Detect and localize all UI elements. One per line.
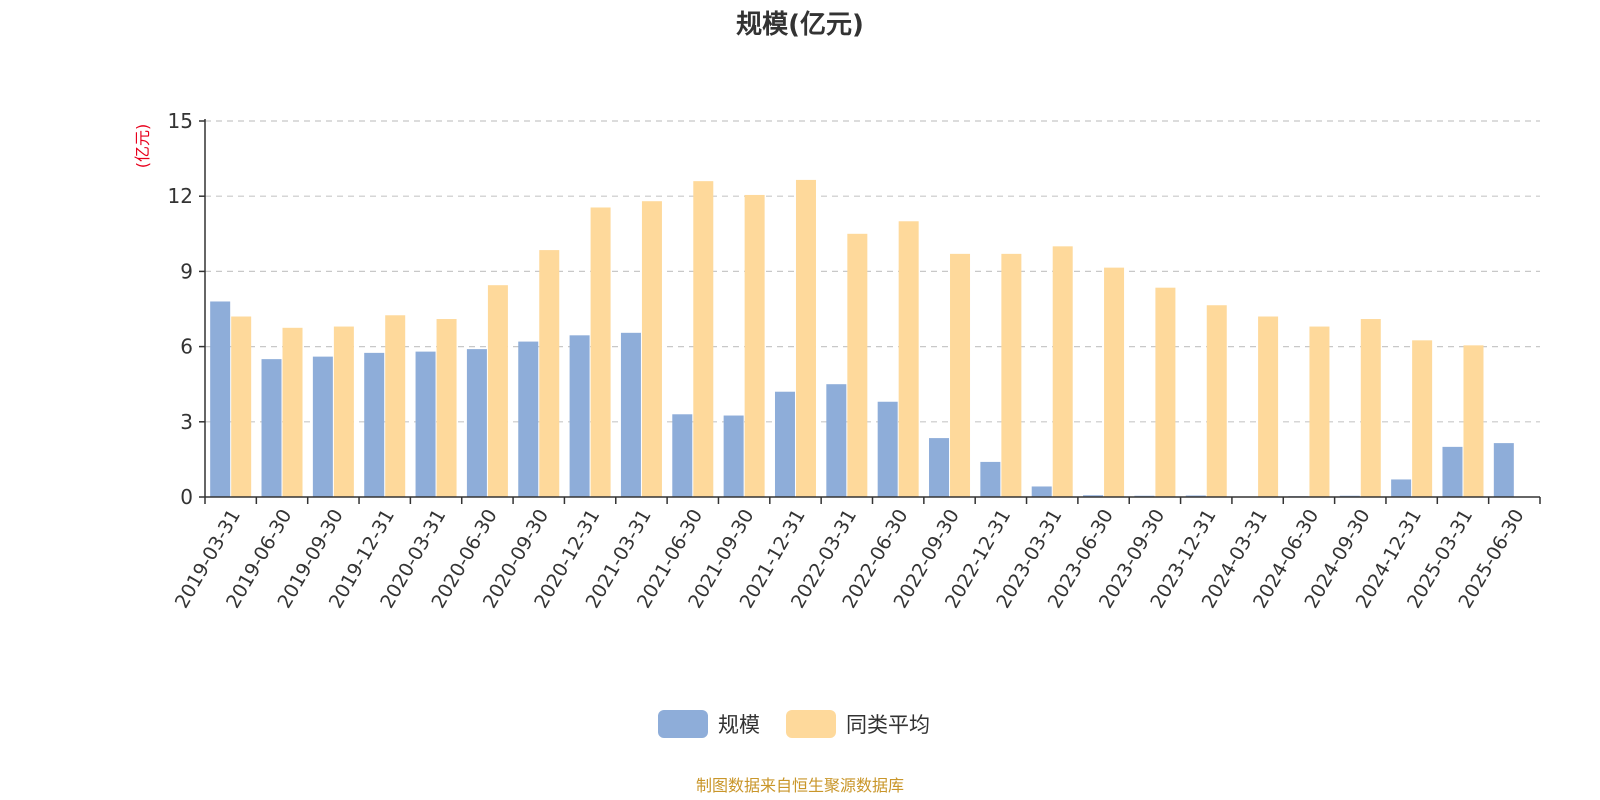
bar-scale [1185, 495, 1206, 497]
bar-peer-average [231, 316, 252, 497]
y-tick-label: 15 [168, 109, 193, 133]
bar-scale [210, 301, 231, 497]
bar-scale [672, 414, 693, 497]
bar-peer-average [1104, 267, 1125, 497]
bar-peer-average [436, 319, 457, 497]
legend-label-scale: 规模 [718, 713, 760, 737]
legend-label-peer-average: 同类平均 [846, 713, 930, 737]
legend-swatch-scale [658, 710, 708, 738]
bar-scale [518, 341, 539, 497]
bar-scale [415, 351, 436, 497]
y-axis-label: (亿元) [133, 124, 152, 169]
bar-scale [1442, 446, 1463, 497]
bar-scale [774, 391, 795, 497]
y-tick-label: 9 [180, 259, 193, 283]
y-tick-labels: 0 3 6 9 12 15 [168, 109, 193, 509]
bar-peer-average [1463, 345, 1484, 497]
chart-title: 规模(亿元) [736, 10, 864, 40]
bar-peer-average [333, 326, 354, 497]
bar-peer-average [1309, 326, 1330, 497]
bar-peer-average [539, 250, 560, 497]
bar-scale [1031, 486, 1052, 497]
bar-peer-average [1001, 253, 1022, 497]
bar-peer-average [950, 253, 971, 497]
bar-scale [312, 356, 333, 497]
bar-peer-average [847, 233, 868, 498]
bar-scale [1391, 479, 1412, 497]
bar-peer-average [487, 285, 508, 497]
bar-scale [1083, 495, 1104, 497]
bar-peer-average [898, 221, 919, 497]
bar-scale [364, 352, 385, 497]
bar-peer-average [744, 194, 765, 498]
bar-peer-average [795, 179, 816, 497]
bars-group [210, 179, 1514, 498]
bar-peer-average [1258, 316, 1279, 497]
bar-peer-average [1360, 319, 1381, 497]
bar-scale [569, 335, 590, 497]
bar-scale [826, 384, 847, 497]
bar-scale [261, 359, 282, 497]
bar-scale [620, 332, 641, 497]
source-note: 制图数据来自恒生聚源数据库 [696, 776, 904, 795]
y-tick-label: 6 [180, 335, 193, 359]
bar-scale [877, 401, 898, 497]
y-tick-label: 0 [180, 485, 193, 509]
axes [199, 119, 1541, 504]
bar-peer-average [1206, 305, 1227, 497]
bar-scale [980, 461, 1001, 497]
bar-peer-average [590, 207, 611, 498]
bar-peer-average [693, 181, 714, 497]
y-tick-label: 12 [168, 184, 193, 208]
bar-peer-average [282, 327, 303, 497]
legend-swatch-peer-average [786, 710, 836, 738]
bar-peer-average [641, 201, 662, 498]
legend: 规模 同类平均 [658, 710, 930, 738]
bar-peer-average [1155, 287, 1176, 497]
bar-scale [1493, 443, 1514, 497]
y-tick-label: 3 [180, 410, 193, 434]
x-tick-labels: 2019-03-312019-06-302019-09-302019-12-31… [171, 505, 1529, 612]
bar-peer-average [1052, 246, 1073, 497]
bar-peer-average [385, 315, 406, 497]
bar-scale [723, 415, 744, 497]
bar-peer-average [1412, 340, 1433, 497]
bar-scale [929, 438, 950, 497]
grid-lines [205, 120, 1540, 423]
bar-scale [466, 349, 487, 497]
